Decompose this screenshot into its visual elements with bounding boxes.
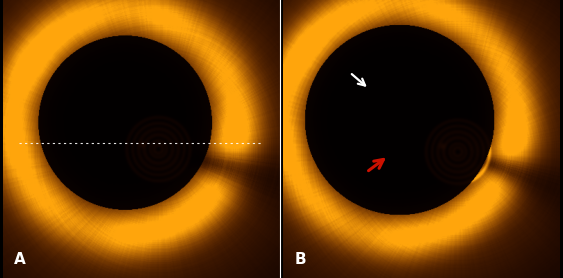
Text: B: B [294,252,306,267]
Text: A: A [14,252,26,267]
